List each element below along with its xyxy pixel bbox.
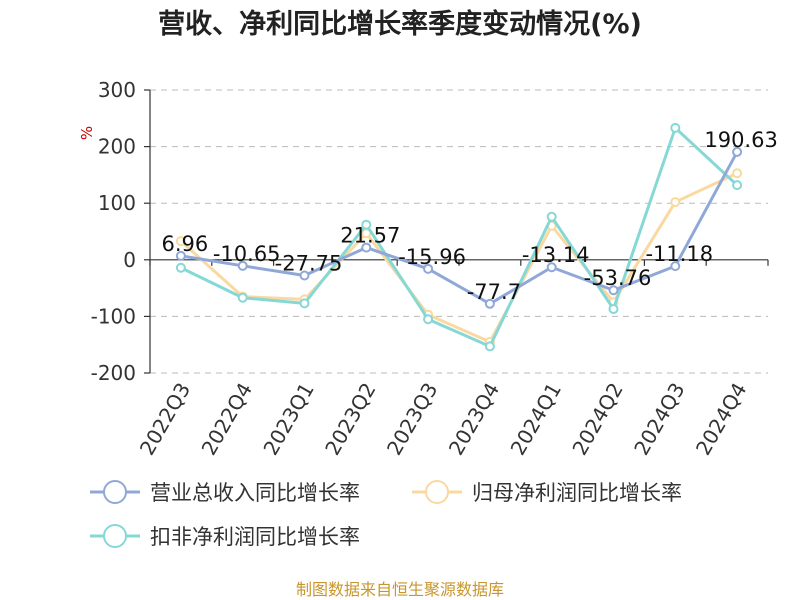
series-0-point	[670, 261, 681, 272]
data-label: -77.7	[467, 280, 521, 304]
series-2-point	[299, 298, 310, 309]
y-axis-unit: %	[78, 126, 96, 140]
series-1-point	[732, 168, 743, 179]
y-axis-ticks: 300 200 100 0 -100 -200	[91, 78, 150, 385]
legend-label: 营业总收入同比增长率	[150, 481, 360, 505]
x-tick-label: 2024Q2	[567, 379, 627, 460]
x-tick-label: 2024Q4	[691, 379, 751, 460]
series-0-point	[546, 262, 557, 273]
x-tick-label: 2023Q1	[258, 379, 318, 460]
data-label: 21.57	[340, 224, 400, 248]
data-label: -13.14	[522, 243, 590, 267]
series-0-point	[299, 270, 310, 281]
x-tick-label: 2024Q3	[629, 379, 689, 460]
series-2-point	[732, 180, 743, 191]
legend-label: 归母净利润同比增长率	[472, 481, 682, 505]
series-0-point	[732, 146, 743, 157]
series-0-point	[175, 250, 186, 261]
x-tick-label: 2022Q3	[135, 379, 195, 460]
data-label: 6.96	[162, 232, 209, 256]
x-axis-ticks: 2022Q3 2022Q4 2023Q1 2023Q2 2023Q3 2023Q4 2024…	[135, 379, 752, 460]
data-labels: 6.96 -10.65-27.75 21.57-15.96-77.7-13.14-5…	[162, 128, 778, 304]
data-label: -27.75	[275, 252, 343, 276]
series-2-point	[670, 122, 681, 133]
series-0-point	[237, 260, 248, 271]
y-tick-label: 200	[98, 135, 136, 159]
chart-title: 营收、净利同比增长率季度变动情况(%)	[158, 8, 642, 40]
series-line-1	[179, 171, 738, 344]
series-line-2	[180, 126, 739, 348]
series-2-point	[484, 341, 495, 352]
series-layer	[175, 122, 743, 352]
legend-item: 扣非净利润同比增长率	[90, 524, 360, 549]
series-2-point	[237, 292, 248, 303]
series-0-point	[484, 298, 495, 309]
y-tick-label: 100	[98, 191, 136, 215]
legend-item: 归母净利润同比增长率	[412, 480, 682, 505]
series-2-point	[361, 219, 372, 230]
x-tick-label: 2023Q3	[382, 379, 442, 460]
data-label: -11.18	[645, 242, 713, 266]
legend-marker	[103, 480, 127, 504]
x-tick-label: 2022Q4	[197, 379, 257, 460]
series-2-point	[608, 304, 619, 315]
x-tick-label: 2023Q4	[444, 379, 504, 460]
legend-item: 营业总收入同比增长率	[90, 480, 360, 505]
x-tick-label: 2024Q1	[506, 379, 566, 460]
series-1-point	[670, 197, 681, 208]
series-line-0	[180, 151, 739, 306]
series-2-point	[546, 211, 557, 222]
series-2-point	[175, 262, 186, 273]
legend-marker	[425, 480, 449, 504]
legend-label: 扣非净利润同比增长率	[150, 525, 360, 549]
series-1-point	[175, 236, 186, 247]
data-label: -53.76	[584, 266, 652, 290]
legend-marker	[103, 524, 127, 548]
series-0-point	[608, 285, 619, 296]
y-tick-label: -200	[91, 361, 136, 385]
data-label: -10.65	[213, 242, 281, 266]
data-label: -15.96	[398, 245, 466, 269]
y-tick-label: 0	[123, 248, 136, 272]
data-label: 190.63	[704, 128, 777, 152]
series-0-point	[423, 263, 434, 274]
source-note: 制图数据来自恒生聚源数据库	[296, 580, 504, 599]
series-2-point	[423, 314, 434, 325]
y-tick-label: -100	[91, 304, 136, 328]
x-tick-label: 2023Q2	[320, 379, 380, 460]
y-tick-label: 300	[98, 78, 136, 102]
series-0-point	[361, 242, 372, 253]
grid-lines	[150, 89, 768, 374]
